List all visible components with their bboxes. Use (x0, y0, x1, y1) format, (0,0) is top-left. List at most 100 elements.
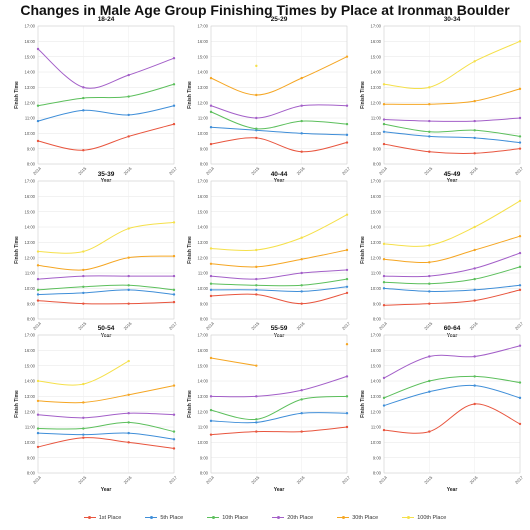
series-line (383, 252, 521, 278)
data-point (345, 343, 349, 346)
series-line (383, 123, 521, 137)
y-tick-label: 16:00 (198, 39, 209, 44)
y-tick-label: 17:00 (25, 24, 36, 29)
legend-label: 5th Place (160, 515, 184, 521)
data-point (255, 127, 258, 130)
y-tick-label: 15:00 (371, 363, 382, 368)
x-tick-label: 2015 (423, 320, 434, 331)
data-point (428, 379, 431, 383)
data-point (172, 288, 176, 292)
y-tick-label: 13:00 (371, 85, 382, 90)
y-tick-label: 13:00 (25, 394, 36, 399)
data-point (82, 109, 85, 112)
y-tick-label: 14:00 (198, 70, 209, 75)
series-line (37, 123, 175, 151)
series-line (210, 278, 348, 287)
series-30th Place (209, 55, 349, 97)
x-tick-label: 2016 (469, 320, 480, 331)
data-point (382, 130, 386, 133)
data-point (172, 274, 176, 278)
series-10th Place (36, 284, 176, 292)
data-point (382, 122, 386, 126)
data-point (345, 104, 349, 107)
data-point (518, 87, 522, 91)
data-point (172, 413, 176, 416)
series-100th Place (209, 213, 349, 252)
series-line (383, 131, 521, 144)
series-5th Place (36, 288, 176, 296)
data-point (127, 441, 130, 444)
data-point (428, 261, 431, 264)
y-axis-label: Finish Time (14, 236, 20, 264)
data-point (127, 284, 130, 287)
legend-marker (341, 515, 345, 519)
data-point (518, 344, 522, 347)
series-line (210, 104, 348, 119)
series-100th Place (382, 40, 522, 90)
x-axis-label: Year (101, 487, 112, 493)
data-point (300, 284, 303, 287)
series-line (210, 395, 348, 421)
x-tick-label: 2017 (341, 320, 352, 331)
plot-area (37, 180, 175, 320)
data-point (300, 302, 303, 305)
y-tick-label: 14:00 (25, 225, 36, 230)
series-line (37, 289, 175, 295)
data-point (518, 141, 522, 144)
y-tick-label: 8:00 (200, 471, 209, 476)
y-axis-label: Finish Time (14, 390, 20, 418)
data-point (82, 291, 85, 295)
data-point (345, 122, 349, 126)
plot-area (210, 25, 348, 165)
data-point (300, 271, 303, 275)
legend-marker (88, 515, 92, 519)
series-5th Place (382, 130, 522, 144)
series-line (37, 284, 175, 291)
panel-25-29: 25-29 8:00 9:00 10:00 11:00 12:00 13:00 14:00 15… (187, 16, 351, 184)
data-point (428, 302, 431, 305)
data-point (172, 438, 176, 441)
data-point (345, 213, 349, 216)
x-tick-label: 2014 (32, 320, 43, 331)
series-line (210, 56, 348, 96)
y-tick-label: 9:00 (27, 146, 36, 151)
legend-swatch (83, 515, 96, 519)
legend-swatch (337, 515, 350, 519)
series-20th Place (209, 104, 349, 120)
y-tick-label: 9:00 (200, 455, 209, 460)
data-point (209, 419, 213, 423)
data-point (255, 93, 258, 97)
y-tick-label: 17:00 (25, 179, 36, 184)
series-line (210, 412, 348, 424)
y-tick-label: 15:00 (198, 209, 209, 214)
series-line (210, 111, 348, 130)
y-tick-label: 13:00 (198, 240, 209, 245)
x-tick-label: 2014 (378, 474, 389, 485)
series-line (383, 289, 521, 306)
data-point (36, 277, 40, 281)
data-point (82, 436, 85, 439)
panel-45-49: 45-49 8:00 9:00 10:00 11:00 12:00 13:00 14:00 15… (360, 171, 524, 339)
data-point (345, 248, 349, 252)
legend-item: 1st Place (83, 515, 122, 521)
y-axis-label: Finish Time (187, 81, 193, 109)
panel-35-39: 35-39 8:00 9:00 10:00 11:00 12:00 13:00 14:00 15… (14, 171, 178, 339)
y-axis-label: Finish Time (187, 236, 193, 264)
data-point (382, 242, 386, 246)
data-point (345, 141, 349, 144)
y-tick-label: 11:00 (25, 116, 36, 121)
data-point (428, 390, 431, 393)
data-point (36, 379, 40, 383)
plot-area (37, 25, 175, 165)
data-point (36, 139, 40, 143)
series-5th Place (209, 412, 349, 424)
y-tick-label: 17:00 (198, 24, 209, 29)
y-tick-label: 12:00 (198, 255, 209, 260)
data-point (255, 395, 258, 398)
legend-label: 1st Place (98, 515, 122, 521)
series-1st Place (36, 122, 176, 152)
data-point (518, 251, 522, 255)
x-tick-label: 2017 (168, 320, 179, 331)
data-point (127, 227, 130, 230)
data-point (300, 430, 303, 433)
